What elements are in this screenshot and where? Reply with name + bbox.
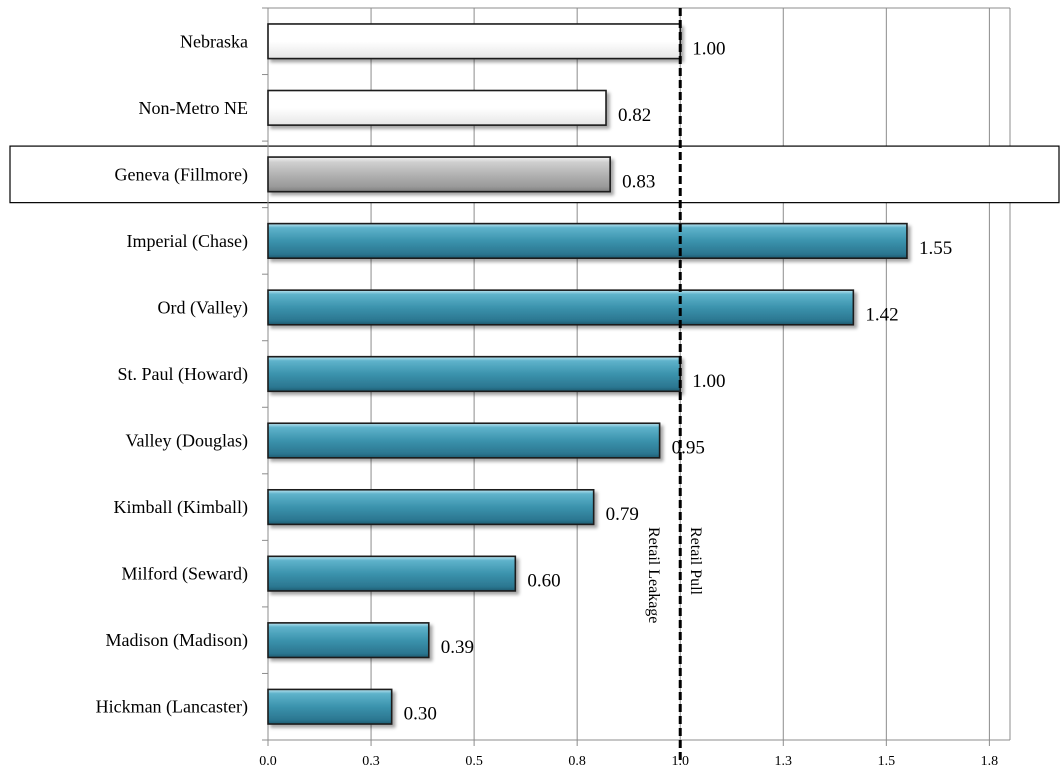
category-label: Milford (Seward) [122, 564, 248, 585]
category-label: Madison (Madison) [106, 630, 249, 651]
x-tick-label: 0.0 [259, 754, 277, 769]
bar-valley-douglas [267, 422, 661, 459]
bar-geneva-fillmore [267, 156, 611, 193]
category-label: Kimball (Kimball) [114, 497, 248, 518]
bar-kimball-kimball [267, 488, 595, 526]
reference-line-layer: Retail Leakage Retail Pull [645, 8, 704, 760]
category-label: Geneva (Fillmore) [115, 164, 248, 185]
x-tick-label: 1.3 [775, 754, 793, 769]
category-label: St. Paul (Howard) [118, 364, 248, 385]
x-tick-label: 0.8 [568, 754, 586, 769]
value-label: 0.83 [622, 171, 655, 192]
category-label: Ord (Valley) [158, 297, 248, 318]
category-label: Hickman (Lancaster) [96, 697, 248, 718]
category-label: Nebraska [180, 31, 248, 51]
value-label: 0.82 [618, 105, 651, 126]
bar-milford-seward [267, 555, 517, 592]
value-label: 0.95 [672, 438, 705, 459]
bar-non-metro-ne [267, 89, 607, 126]
value-label: 0.60 [527, 571, 560, 592]
value-label: 0.79 [606, 504, 639, 525]
value-label: 1.42 [865, 304, 898, 325]
highlight-layer [9, 145, 1060, 204]
bar-nebraska [267, 23, 682, 60]
x-tick-label: 0.5 [465, 754, 483, 769]
category-label: Non-Metro NE [139, 98, 248, 118]
highlight-box [9, 145, 1060, 204]
bar-ord-valley [267, 289, 855, 326]
value-label: 1.00 [692, 38, 725, 59]
value-label: 0.30 [404, 704, 437, 725]
bar-madison-madison [267, 622, 430, 659]
category-label: Imperial (Chase) [127, 231, 248, 252]
x-tick-label: 1.8 [981, 754, 999, 769]
retail-leakage-annotation: Retail Leakage [645, 527, 662, 623]
labels: Nebraska 1.00 Non-Metro NE 0.82 Geneva (Fill… [96, 31, 953, 724]
value-label: 1.55 [919, 238, 952, 259]
value-label: 1.00 [692, 371, 725, 392]
retail-pull-annotation: Retail Pull [687, 527, 704, 596]
x-tick-label: 0.3 [362, 754, 380, 769]
x-tick-label: 1.0 [671, 754, 689, 769]
category-label: Valley (Douglas) [126, 431, 248, 452]
bar-imperial-chase [267, 222, 908, 260]
x-tick-label: 1.5 [878, 754, 896, 769]
bars [267, 23, 908, 725]
bar-st-paul-howard [267, 355, 682, 393]
bar-hickman-lancaster [267, 688, 393, 725]
value-label: 0.39 [441, 637, 474, 658]
